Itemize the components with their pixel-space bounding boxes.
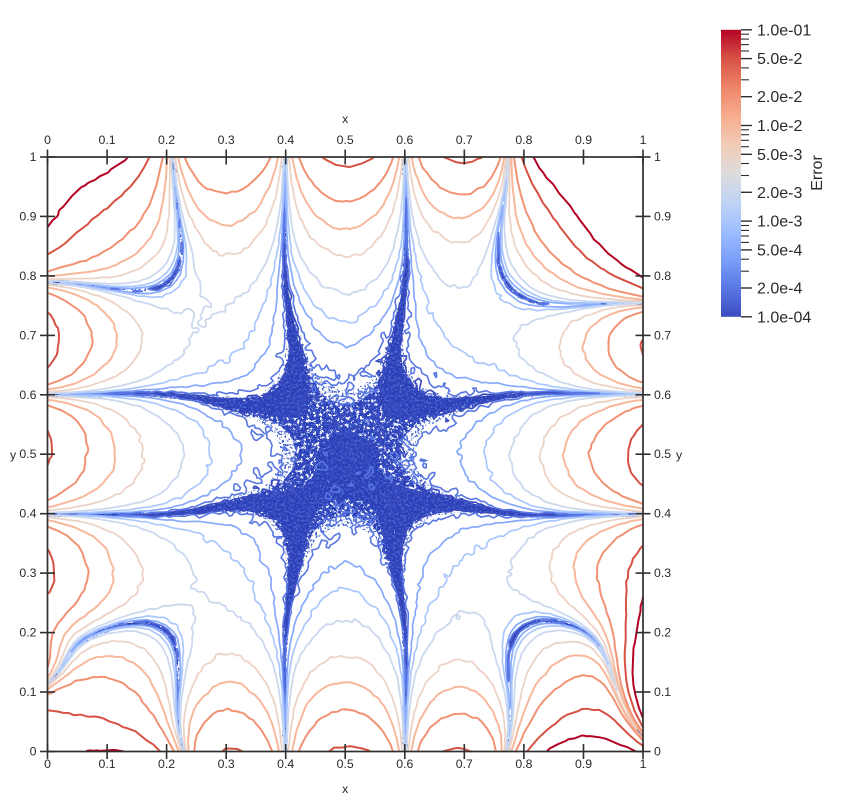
- svg-text:1: 1: [640, 757, 647, 771]
- svg-text:0: 0: [654, 745, 661, 759]
- svg-text:0: 0: [44, 133, 51, 147]
- svg-text:1.0e-3: 1.0e-3: [757, 214, 802, 231]
- svg-text:0.8: 0.8: [19, 269, 36, 283]
- svg-text:0.9: 0.9: [654, 209, 671, 223]
- svg-text:0.6: 0.6: [396, 133, 413, 147]
- svg-text:0.4: 0.4: [277, 757, 294, 771]
- svg-text:2.0e-3: 2.0e-3: [757, 185, 802, 202]
- svg-text:1.0e-01: 1.0e-01: [757, 22, 811, 39]
- svg-text:0.9: 0.9: [19, 209, 36, 223]
- svg-text:0: 0: [30, 745, 37, 759]
- svg-text:1.0e-2: 1.0e-2: [757, 118, 802, 135]
- svg-text:0.2: 0.2: [158, 133, 175, 147]
- svg-text:0.4: 0.4: [277, 133, 294, 147]
- svg-text:0.3: 0.3: [218, 133, 235, 147]
- svg-text:0.3: 0.3: [218, 757, 235, 771]
- svg-text:2.0e-4: 2.0e-4: [757, 281, 802, 298]
- svg-text:0.2: 0.2: [158, 757, 175, 771]
- svg-text:x: x: [342, 782, 349, 796]
- svg-text:5.0e-3: 5.0e-3: [757, 147, 802, 164]
- svg-text:0.5: 0.5: [337, 133, 354, 147]
- svg-text:0.7: 0.7: [456, 757, 473, 771]
- svg-text:5.0e-4: 5.0e-4: [757, 242, 802, 259]
- svg-text:0.8: 0.8: [515, 133, 532, 147]
- svg-text:0.4: 0.4: [654, 507, 671, 521]
- svg-text:5.0e-2: 5.0e-2: [757, 51, 802, 68]
- svg-text:0.5: 0.5: [19, 447, 36, 461]
- svg-text:1.0e-04: 1.0e-04: [757, 309, 811, 326]
- svg-text:0.8: 0.8: [515, 757, 532, 771]
- svg-text:0.9: 0.9: [575, 133, 592, 147]
- svg-text:x: x: [342, 112, 349, 126]
- svg-text:0.5: 0.5: [337, 757, 354, 771]
- svg-text:0.6: 0.6: [19, 388, 36, 402]
- svg-text:0.2: 0.2: [19, 626, 36, 640]
- svg-text:1: 1: [30, 150, 37, 164]
- svg-text:y: y: [10, 448, 17, 462]
- svg-text:0.7: 0.7: [456, 133, 473, 147]
- svg-text:0.1: 0.1: [654, 685, 671, 699]
- svg-text:0.3: 0.3: [19, 566, 36, 580]
- svg-text:0.4: 0.4: [19, 507, 36, 521]
- svg-text:0.6: 0.6: [654, 388, 671, 402]
- svg-text:y: y: [676, 448, 683, 462]
- svg-text:0.7: 0.7: [654, 328, 671, 342]
- svg-text:0.8: 0.8: [654, 269, 671, 283]
- svg-text:0.1: 0.1: [99, 757, 116, 771]
- svg-text:0.3: 0.3: [654, 566, 671, 580]
- svg-text:1: 1: [640, 133, 647, 147]
- svg-text:0.5: 0.5: [654, 447, 671, 461]
- svg-text:0.6: 0.6: [396, 757, 413, 771]
- svg-text:0.1: 0.1: [99, 133, 116, 147]
- svg-text:0: 0: [44, 757, 51, 771]
- svg-text:0.7: 0.7: [19, 328, 36, 342]
- svg-text:0.1: 0.1: [19, 685, 36, 699]
- svg-text:2.0e-2: 2.0e-2: [757, 89, 802, 106]
- svg-text:0.9: 0.9: [575, 757, 592, 771]
- svg-text:0.2: 0.2: [654, 626, 671, 640]
- svg-text:1: 1: [654, 150, 661, 164]
- svg-text:Error: Error: [809, 155, 826, 191]
